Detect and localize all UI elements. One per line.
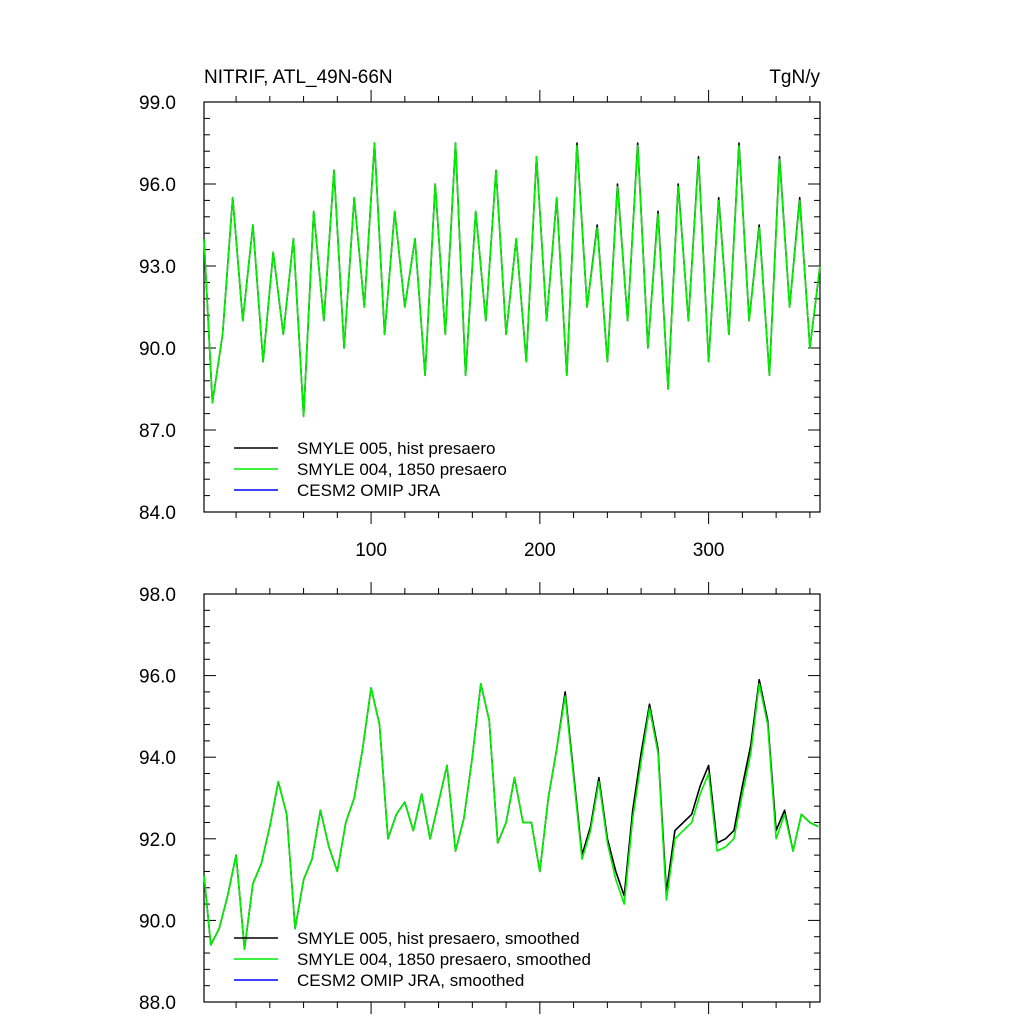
y-tick-label: 98.0 xyxy=(139,585,176,606)
y-tick-label: 96.0 xyxy=(139,175,176,196)
legend-label: CESM2 OMIP JRA, smoothed xyxy=(297,971,524,990)
legend-label: SMYLE 005, hist presaero, smoothed xyxy=(297,929,580,948)
y-tick-label: 92.0 xyxy=(139,830,176,851)
y-tick-label: 96.0 xyxy=(139,667,176,688)
y-tick-label: 90.0 xyxy=(139,911,176,932)
series-line-2 xyxy=(203,682,819,950)
y-tick-label: 87.0 xyxy=(139,421,176,442)
series-line-2 xyxy=(203,142,821,418)
bottom-panel: 88.0 90.0 92.0 94.0 96.0 98.0 SMYLE 005, hist … xyxy=(139,582,821,1014)
legend-label: SMYLE 004, 1850 presaero xyxy=(297,460,507,479)
top-panel: NITRIF, ATL_49N-66N TgN/y 84.0 87.0 90.0 93… xyxy=(139,67,821,561)
top-panel-title: NITRIF, ATL_49N-66N xyxy=(204,67,393,88)
plot-frame xyxy=(203,593,821,1003)
series-line-1 xyxy=(203,678,819,950)
top-panel-units: TgN/y xyxy=(769,67,820,88)
legend-label: SMYLE 005, hist presaero xyxy=(297,439,495,458)
y-tick-label: 84.0 xyxy=(139,503,176,524)
y-tick-label: 94.0 xyxy=(139,748,176,769)
legend-label: SMYLE 004, 1850 presaero, smoothed xyxy=(297,950,591,969)
x-tick-label: 300 xyxy=(693,540,725,561)
x-tick-label: 100 xyxy=(355,540,387,561)
y-tick-label: 93.0 xyxy=(139,257,176,278)
y-tick-label: 90.0 xyxy=(139,339,176,360)
y-tick-label: 88.0 xyxy=(139,993,176,1014)
x-tick-label: 200 xyxy=(524,540,556,561)
legend-label: CESM2 OMIP JRA xyxy=(297,481,441,500)
plot-frame xyxy=(203,101,821,513)
y-tick-label: 99.0 xyxy=(139,93,176,114)
